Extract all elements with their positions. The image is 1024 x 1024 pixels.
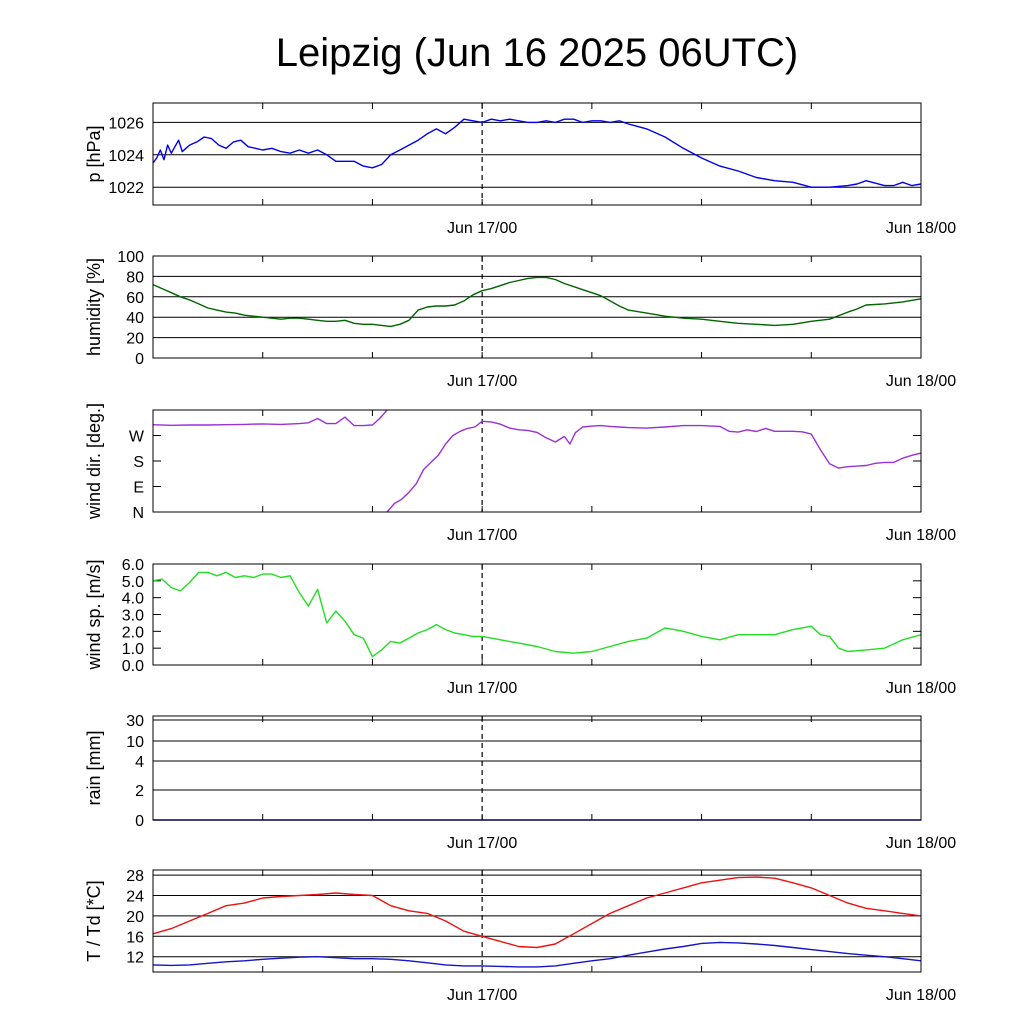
y-tick-label: S [133, 454, 144, 471]
y-tick-label: 0 [135, 813, 144, 830]
y-tick-label: 100 [117, 249, 144, 266]
x-tick-label: Jun 18/00 [886, 220, 956, 237]
y-tick-label: W [129, 429, 145, 446]
y-axis-label: rain [mm] [84, 730, 104, 805]
y-axis-label: T / Td [*C] [84, 880, 104, 961]
x-tick-label: Jun 18/00 [886, 680, 956, 697]
panel-rain: 0 2 4 10 30 Jun 17/00 Jun 18/00 rain [mm] [84, 713, 956, 852]
plot-frame [152, 409, 922, 513]
y-tick-label: 10 [126, 734, 144, 751]
y-tick-label: 1022 [108, 180, 144, 197]
y-tick-label: 30 [126, 713, 144, 730]
y-tick-label: E [133, 480, 144, 497]
series-line-humidity [152, 276, 922, 328]
y-tick-label: 5.0 [122, 574, 144, 591]
series-line-wind_dir [386, 420, 922, 513]
y-tick-label: 20 [126, 331, 144, 348]
x-tick-label: Jun 18/00 [886, 987, 956, 1004]
panel-humidity: 0 20 40 60 80 100 Jun 17/00 Jun 18/00 humidity [… [84, 249, 956, 390]
x-tick-label: Jun 17/00 [447, 527, 517, 544]
x-tick-label: Jun 17/00 [447, 987, 517, 1004]
y-tick-label: N [132, 505, 144, 522]
plot-frame [152, 715, 922, 821]
plot-frame [152, 102, 922, 206]
y-tick-label: 24 [126, 889, 144, 906]
y-tick-label: 60 [126, 290, 144, 307]
y-tick-label: 2 [135, 783, 144, 800]
x-tick-label: Jun 17/00 [447, 373, 517, 390]
y-tick-label: 0.0 [122, 658, 144, 675]
y-tick-label: 28 [126, 868, 144, 885]
plot-frame [152, 563, 922, 666]
series-line-pressure [152, 118, 922, 188]
y-axis-label: wind dir. [deg.] [84, 403, 104, 520]
y-tick-label: 2.0 [122, 624, 144, 641]
chart-title: Leipzig (Jun 16 2025 06UTC) [276, 31, 799, 75]
series-line-wind_dir [152, 409, 388, 427]
series-line-temperature-T [152, 876, 922, 949]
x-tick-label: Jun 18/00 [886, 527, 956, 544]
y-tick-label: 3.0 [122, 608, 144, 625]
y-tick-label: 40 [126, 310, 144, 327]
y-tick-label: 80 [126, 269, 144, 286]
y-axis-label: wind sp. [m/s] [84, 559, 104, 670]
y-tick-label: 12 [126, 950, 144, 967]
panel-pressure: 1022 1024 1026 Jun 17/00 Jun 18/00 p [hPa] [84, 102, 956, 237]
y-tick-label: 6.0 [122, 557, 144, 574]
panel-temperature: 12 16 20 24 28 Jun 17/00 Jun 18/00 T / Td [*C] [84, 868, 956, 1004]
plot-frame [152, 869, 922, 973]
series-line-temperature-Td [152, 941, 922, 968]
y-tick-label: 1.0 [122, 641, 144, 658]
y-tick-label: 1024 [108, 148, 144, 165]
y-tick-label: 4.0 [122, 591, 144, 608]
series-line-wind_speed [152, 571, 922, 658]
y-axis-label: p [hPa] [84, 125, 104, 182]
x-tick-label: Jun 18/00 [886, 373, 956, 390]
y-tick-label: 4 [135, 754, 144, 771]
x-tick-label: Jun 17/00 [447, 680, 517, 697]
y-tick-label: 1026 [108, 115, 144, 132]
plot-frame [152, 255, 922, 359]
y-tick-label: 20 [126, 909, 144, 926]
x-tick-label: Jun 17/00 [447, 835, 517, 852]
y-tick-label: 0 [135, 351, 144, 368]
x-tick-label: Jun 18/00 [886, 835, 956, 852]
panel-wind_speed: 0.01.02.03.04.05.06.0 Jun 17/00 Jun 18/00 w… [84, 557, 956, 697]
y-axis-label: humidity [%] [84, 258, 104, 356]
y-tick-label: 16 [126, 929, 144, 946]
x-tick-label: Jun 17/00 [447, 220, 517, 237]
